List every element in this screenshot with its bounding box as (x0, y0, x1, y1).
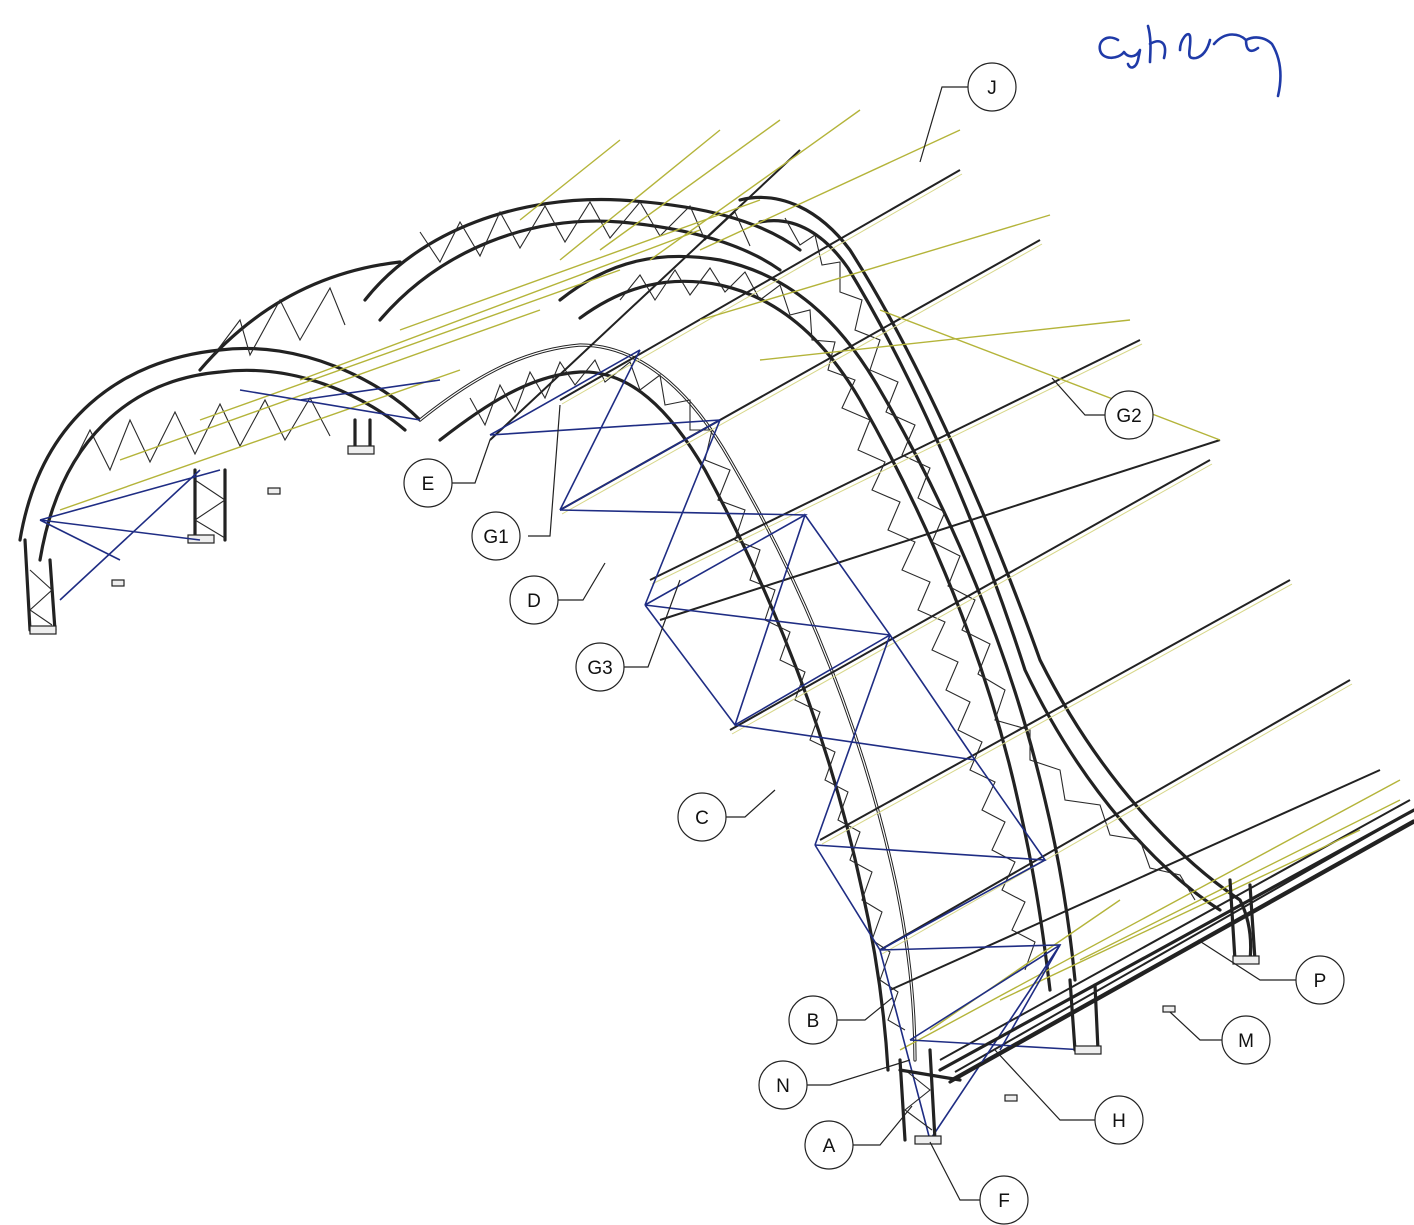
callout-b: B (788, 995, 838, 1045)
callout-label-c: C (695, 808, 709, 829)
callout-leaders (452, 86, 1296, 1201)
callout-n: N (758, 1060, 808, 1110)
back-legs (23, 418, 375, 635)
cross-bracing (39, 349, 1086, 1141)
base-plate-front (914, 1135, 942, 1145)
callout-label-g2: G2 (1116, 406, 1141, 427)
arch-frame-rear (738, 195, 1253, 962)
anchor-m (1162, 1005, 1176, 1013)
arch-frame-front (418, 343, 917, 1072)
callout-label-p: P (1314, 971, 1327, 992)
callout-p: P (1295, 955, 1345, 1005)
callout-label-g3: G3 (587, 658, 612, 679)
callout-h: H (1094, 1095, 1144, 1145)
callout-a: A (804, 1120, 854, 1170)
callout-label-b: B (807, 1011, 820, 1032)
callout-label-g1: G1 (483, 527, 508, 548)
callout-label-j: J (987, 78, 997, 99)
callout-label-a: A (823, 1136, 836, 1157)
callout-label-e: E (422, 474, 435, 495)
callout-m: M (1221, 1015, 1271, 1065)
callout-label-m: M (1238, 1031, 1254, 1052)
guy-cables (59, 109, 1401, 1051)
callout-label-f: F (998, 1191, 1010, 1212)
callout-d: D (509, 575, 559, 625)
callout-label-h: H (1112, 1111, 1126, 1132)
base-and-legs (898, 808, 1414, 1145)
callout-label-d: D (527, 591, 541, 612)
callout-g3: G3 (575, 642, 625, 692)
callout-g2: G2 (1104, 390, 1154, 440)
callout-g1: G1 (471, 511, 521, 561)
callout-f: F (979, 1175, 1029, 1225)
callout-label-n: N (776, 1076, 790, 1097)
arch-frame-back (18, 197, 802, 562)
callout-c: C (677, 792, 727, 842)
arch-frame-middle (558, 254, 1077, 992)
callout-j: J (967, 62, 1017, 112)
callout-e: E (403, 458, 453, 508)
signature (1098, 24, 1282, 98)
